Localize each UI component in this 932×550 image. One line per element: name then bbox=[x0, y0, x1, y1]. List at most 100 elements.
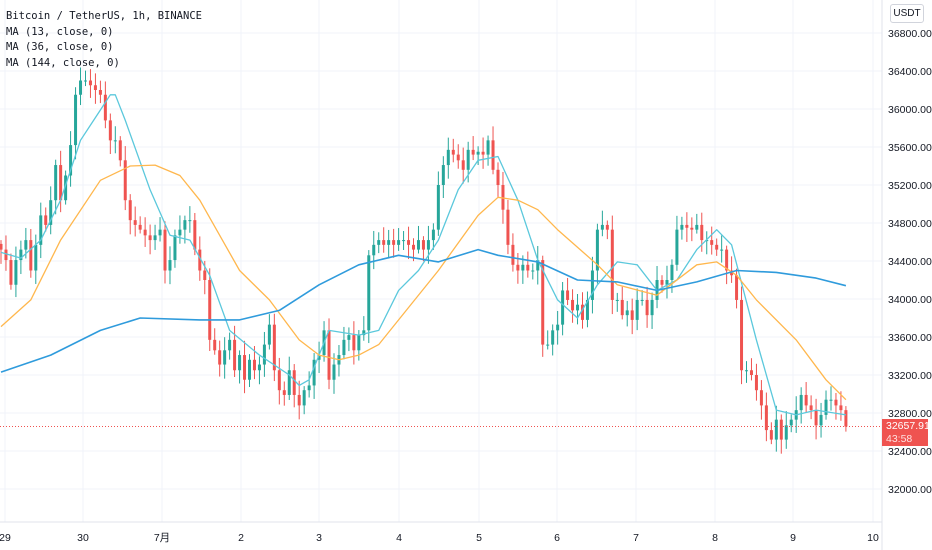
candle-body bbox=[138, 224, 142, 230]
candle bbox=[705, 231, 709, 255]
candle-body bbox=[173, 235, 177, 261]
candle-body bbox=[844, 410, 848, 427]
candle-body bbox=[178, 229, 182, 236]
candle bbox=[431, 223, 435, 250]
candle bbox=[759, 380, 763, 420]
candle bbox=[571, 289, 575, 323]
candle-body bbox=[59, 165, 63, 201]
candle bbox=[441, 156, 445, 198]
candle-body bbox=[745, 370, 748, 372]
candle-body bbox=[252, 359, 256, 371]
candle-body bbox=[496, 169, 500, 185]
candle-body bbox=[54, 165, 58, 201]
candle-body bbox=[566, 290, 570, 300]
candle bbox=[561, 281, 565, 336]
candle-body bbox=[690, 227, 694, 230]
candle-body bbox=[79, 80, 83, 95]
candle-body bbox=[426, 240, 430, 250]
candle-body bbox=[521, 264, 525, 271]
candle bbox=[64, 170, 68, 205]
candle-body bbox=[486, 140, 490, 155]
ma13-legend[interactable]: MA (13, close, 0) bbox=[6, 25, 114, 38]
candle-body bbox=[769, 430, 773, 440]
candle bbox=[630, 298, 634, 335]
candle-body bbox=[511, 244, 515, 265]
candle bbox=[789, 414, 793, 433]
time-axis[interactable]: 29 30 7月 2 3 4 5 6 7 8 9 10 bbox=[0, 532, 879, 544]
candle bbox=[143, 217, 147, 247]
candle bbox=[292, 364, 296, 408]
candle bbox=[14, 246, 18, 298]
candle-body bbox=[382, 240, 386, 245]
candle-body bbox=[327, 330, 331, 380]
candle-body bbox=[262, 344, 266, 365]
candle bbox=[615, 292, 619, 312]
candle bbox=[556, 310, 560, 345]
candle-body bbox=[332, 364, 336, 380]
candle bbox=[29, 228, 33, 278]
candle-body bbox=[630, 310, 634, 320]
candle bbox=[576, 294, 580, 325]
ma144-legend[interactable]: MA (144, close, 0) bbox=[6, 56, 120, 69]
candle bbox=[536, 245, 540, 285]
price-tick-label: 33600.00 bbox=[888, 332, 932, 344]
candle-body bbox=[834, 399, 838, 406]
candle bbox=[44, 207, 48, 232]
candle-body bbox=[287, 370, 291, 395]
candle bbox=[108, 113, 112, 155]
candle bbox=[337, 345, 341, 377]
candle-body bbox=[163, 229, 167, 271]
candle-body bbox=[416, 240, 420, 250]
candle-body bbox=[531, 270, 535, 272]
ma36-legend[interactable]: MA (36, close, 0) bbox=[6, 41, 114, 53]
candle bbox=[566, 277, 570, 306]
price-tick-label: 36400.00 bbox=[888, 66, 932, 78]
candle-body bbox=[118, 140, 122, 161]
symbol-title[interactable]: Bitcoin / TetherUS, 1h, BINANCE bbox=[6, 10, 202, 22]
candle bbox=[715, 238, 719, 256]
candle bbox=[436, 171, 440, 236]
moving-averages bbox=[0, 94, 847, 416]
candle-body bbox=[103, 94, 107, 121]
candle bbox=[243, 340, 247, 394]
candle-body bbox=[133, 220, 137, 225]
candle bbox=[486, 135, 490, 166]
candle-body bbox=[720, 249, 724, 251]
candle bbox=[103, 81, 107, 129]
time-tick-label: 3 bbox=[316, 532, 322, 544]
candle-body bbox=[670, 264, 674, 280]
candle bbox=[541, 255, 545, 357]
candle-body bbox=[153, 235, 157, 241]
candle-body bbox=[412, 244, 416, 250]
candle-body bbox=[24, 240, 28, 250]
candle-body bbox=[357, 335, 361, 351]
candle bbox=[123, 146, 127, 211]
candle-body bbox=[516, 264, 520, 271]
price-tick-label: 32400.00 bbox=[888, 446, 932, 458]
candle-body bbox=[39, 215, 43, 245]
time-tick-label: 10 bbox=[867, 532, 879, 544]
candle-body bbox=[312, 359, 316, 386]
price-tick-label: 34400.00 bbox=[888, 256, 932, 268]
candle-body bbox=[367, 255, 371, 331]
candle-body bbox=[451, 149, 455, 155]
candle bbox=[799, 387, 803, 424]
price-axis[interactable]: 36800.00 36400.00 36000.00 35600.00 35200.00… bbox=[888, 28, 932, 496]
time-tick-label: 30 bbox=[77, 532, 89, 544]
candle-body bbox=[108, 120, 112, 141]
price-tick-label: 35600.00 bbox=[888, 142, 932, 154]
candle bbox=[784, 411, 788, 449]
candle-body bbox=[784, 425, 788, 440]
currency-button[interactable]: USDT bbox=[890, 4, 924, 23]
candle-body bbox=[4, 249, 8, 261]
time-tick-label: 7 bbox=[633, 532, 639, 544]
candle bbox=[347, 327, 351, 352]
candle bbox=[297, 380, 301, 420]
candle-body bbox=[297, 394, 301, 406]
candle-body bbox=[347, 335, 351, 340]
ma13-line bbox=[0, 94, 847, 416]
chart-legend: Bitcoin / TetherUS, 1h, BINANCE MA (13, … bbox=[6, 9, 202, 71]
candle-body bbox=[789, 419, 793, 426]
candle-body bbox=[98, 90, 102, 95]
